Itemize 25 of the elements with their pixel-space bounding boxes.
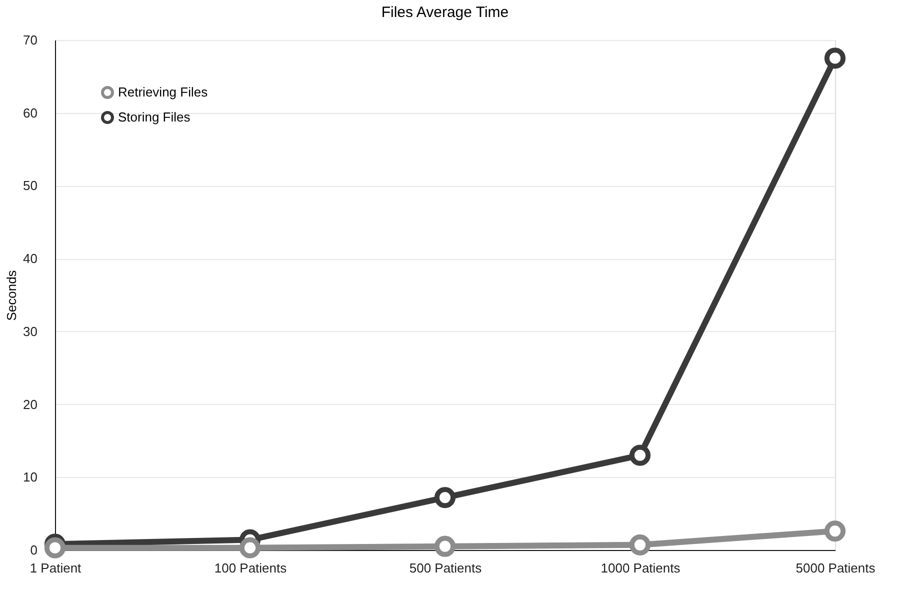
y-tick-label: 10 — [23, 470, 38, 485]
point — [629, 444, 651, 466]
x-tick-label: 500 Patients — [409, 560, 482, 576]
legend-label: Retrieving Files — [118, 84, 208, 100]
y-tick-label: 30 — [23, 324, 38, 339]
y-tick-label: 60 — [23, 105, 38, 120]
y-axis-title: Seconds — [4, 270, 20, 321]
point — [824, 520, 846, 542]
point — [239, 537, 261, 558]
chart-title: Files Average Time — [381, 4, 509, 21]
point — [434, 536, 456, 557]
x-tick-label: 1000 Patients — [600, 560, 681, 576]
y-tick-label: 0 — [30, 542, 38, 558]
x-tick-label: 5000 Patients — [796, 560, 876, 576]
legend-label: Storing Files — [118, 110, 191, 124]
point — [44, 537, 66, 558]
y-tick-label: 40 — [23, 251, 38, 266]
point — [824, 48, 846, 69]
x-tick-label: 1 Patient — [30, 560, 82, 576]
y-tick-label: 20 — [23, 396, 38, 412]
y-tick-label: 70 — [23, 32, 38, 48]
x-tick-label: 100 Patients — [214, 560, 288, 576]
y-tick-label: 50 — [23, 178, 38, 194]
point — [629, 534, 651, 556]
point — [434, 486, 456, 508]
